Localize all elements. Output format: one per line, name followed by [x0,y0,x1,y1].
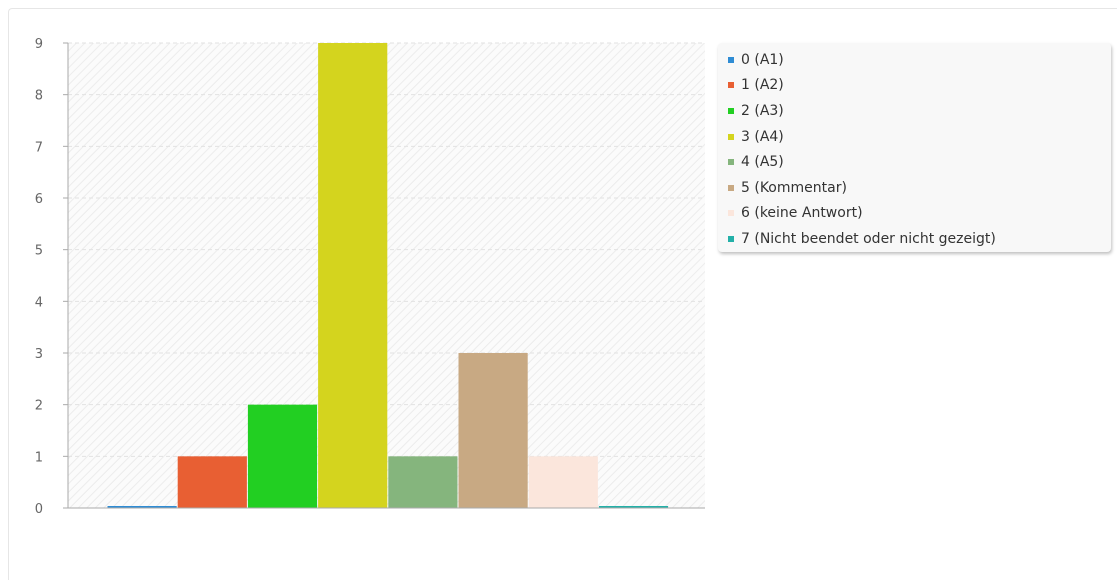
bar[interactable] [528,456,598,508]
legend-swatch [728,82,734,89]
y-tick-label: 6 [35,192,43,207]
legend-label: 2 (A3) [741,102,784,119]
y-tick-label: 4 [35,295,43,310]
legend-swatch [728,133,734,140]
legend-swatch [728,107,734,114]
legend-label: 6 (keine Antwort) [741,205,863,222]
y-tick-label: 0 [35,502,43,517]
y-tick-label: 7 [35,140,43,155]
legend-item[interactable]: 6 (keine Antwort) [728,201,1111,227]
chart-panel [8,8,1117,580]
bar[interactable] [388,456,458,508]
legend: 0 (A1) 1 (A2) 2 (A3) 3 (A4) 4 (A5) 5 (Ko… [718,43,1111,252]
legend-swatch [728,235,734,242]
y-tick-label: 8 [35,89,43,104]
legend-item[interactable]: 3 (A4) [728,124,1111,150]
bar[interactable] [107,506,177,508]
bar[interactable] [598,506,669,508]
legend-item[interactable]: 0 (A1) [728,47,1111,73]
bar[interactable] [318,43,388,508]
legend-label: 5 (Kommentar) [741,179,847,196]
y-tick-label: 2 [35,399,43,414]
bar[interactable] [247,404,318,508]
bar[interactable] [177,456,247,508]
y-tick-label: 9 [35,37,43,52]
legend-swatch [728,184,734,191]
legend-label: 3 (A4) [741,128,784,145]
y-tick-label: 5 [35,244,43,259]
legend-item[interactable]: 5 (Kommentar) [728,175,1111,201]
bar[interactable] [458,353,528,508]
legend-item[interactable]: 1 (A2) [728,73,1111,99]
legend-label: 1 (A2) [741,77,784,94]
legend-label: 0 (A1) [741,51,784,68]
legend-item[interactable]: 2 (A3) [728,98,1111,124]
legend-swatch [728,210,734,217]
legend-label: 7 (Nicht beendet oder nicht gezeigt) [741,230,996,247]
legend-swatch [728,159,734,166]
legend-swatch [728,56,734,63]
legend-label: 4 (A5) [741,154,784,171]
legend-item[interactable]: 7 (Nicht beendet oder nicht gezeigt) [728,226,1111,252]
legend-item[interactable]: 4 (A5) [728,149,1111,175]
y-tick-label: 1 [35,450,43,465]
y-tick-label: 3 [35,347,43,362]
